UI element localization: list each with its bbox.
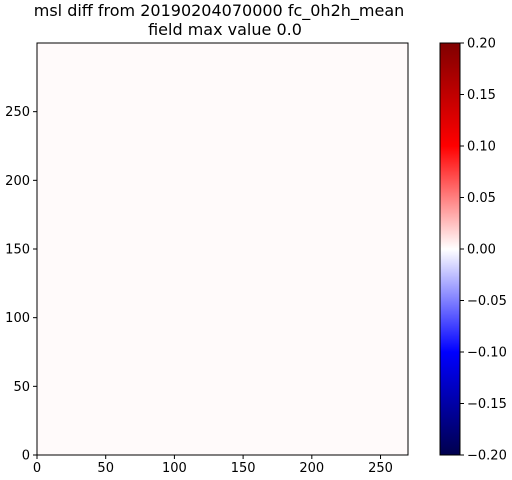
y-tick-label: 250 xyxy=(5,105,30,120)
title-line-1: msl diff from 20190204070000 fc_0h2h_mea… xyxy=(34,1,405,21)
colorbar-tick-label: 0.15 xyxy=(467,88,496,103)
colorbar-tick-label: −0.10 xyxy=(467,346,507,361)
title-line-2: field max value 0.0 xyxy=(148,20,302,39)
y-tick-label: 0 xyxy=(22,449,30,464)
x-tick-label: 50 xyxy=(97,461,114,476)
x-tick-label: 150 xyxy=(231,461,256,476)
y-tick-label: 200 xyxy=(5,174,30,189)
x-tick-label: 0 xyxy=(33,461,41,476)
y-tick-label: 50 xyxy=(13,380,30,395)
x-axis: 0 50 100 150 200 250 xyxy=(33,455,393,476)
colorbar-axis: −0.20 −0.15 −0.10 −0.05 0.00 0.05 0.10 0.15 0.20 xyxy=(460,37,507,464)
colorbar-tick-label: 0.20 xyxy=(467,37,496,52)
colorbar-tick-label: 0.05 xyxy=(467,191,496,206)
colorbar-body xyxy=(440,43,460,455)
colorbar-tick-label: 0.10 xyxy=(467,140,496,155)
colorbar: −0.20 −0.15 −0.10 −0.05 0.00 0.05 0.10 0.15 0.20 xyxy=(439,37,507,464)
x-tick-label: 200 xyxy=(299,461,324,476)
chart-title: msl diff from 20190204070000 fc_0h2h_mea… xyxy=(34,1,405,39)
x-tick-label: 250 xyxy=(368,461,393,476)
colorbar-tick-label: −0.20 xyxy=(467,449,507,464)
colorbar-tick-label: −0.15 xyxy=(467,397,507,412)
y-tick-label: 100 xyxy=(5,311,30,326)
colorbar-tick-label: 0.00 xyxy=(467,243,496,258)
x-tick-label: 100 xyxy=(162,461,187,476)
colorbar-tick-label: −0.05 xyxy=(467,294,507,309)
heatmap-field xyxy=(37,43,408,455)
y-tick-label: 150 xyxy=(5,243,30,258)
y-axis: 0 50 100 150 200 250 xyxy=(5,105,37,464)
